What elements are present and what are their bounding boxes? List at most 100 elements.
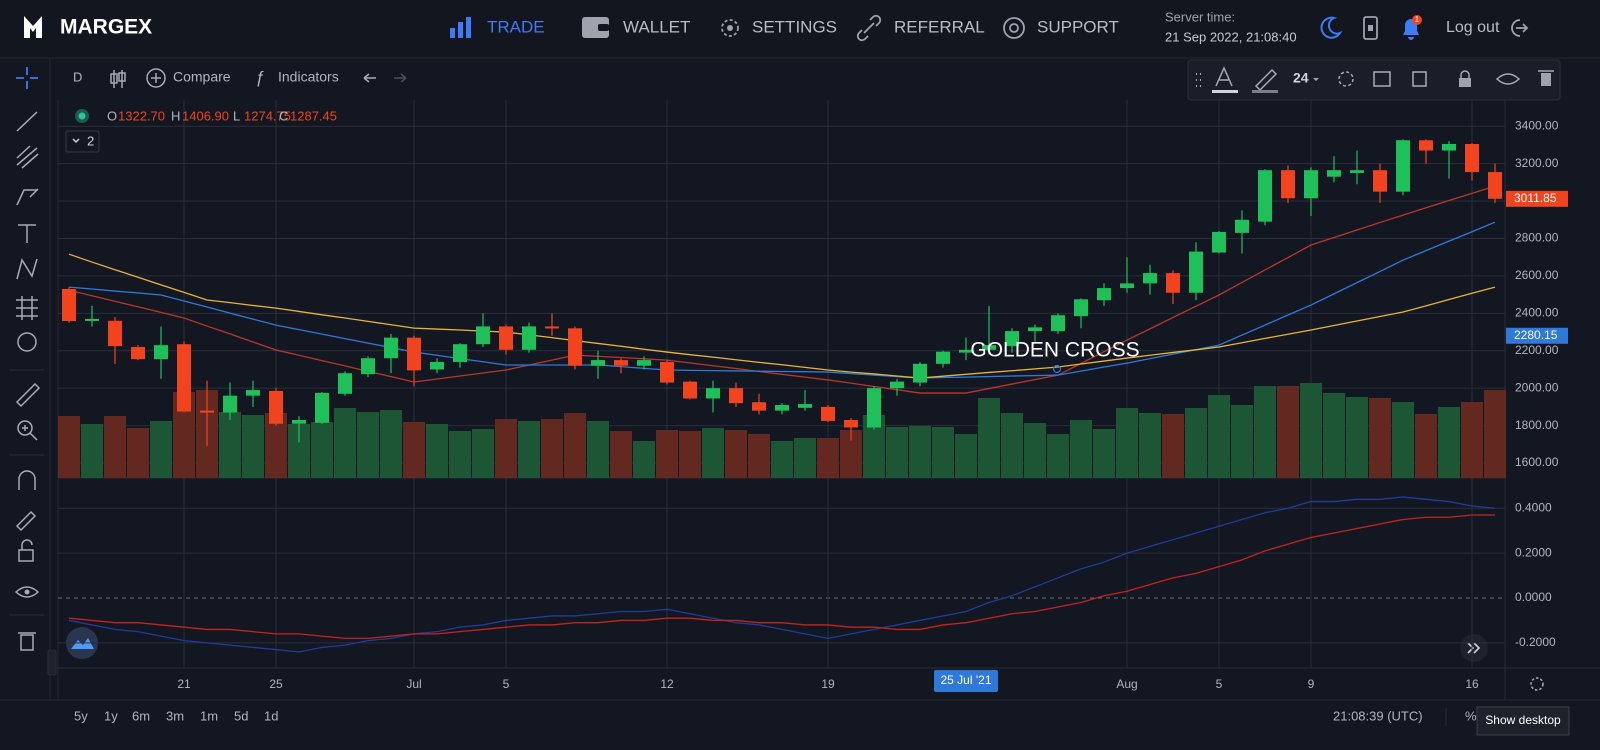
candle-body [338,373,352,394]
redo[interactable] [394,73,407,83]
crosshair-tool[interactable] [16,67,38,89]
candle-body [568,328,582,366]
interval[interactable]: D [73,69,82,84]
volume-bar [702,428,724,478]
nav-item[interactable]: SUPPORT [1037,17,1119,36]
volume-bar [725,430,747,478]
range[interactable]: 6m [132,708,150,723]
icon-part [110,73,118,84]
candle-body [867,388,881,428]
candle-body [591,360,605,366]
trade-icon[interactable] [450,17,471,38]
brush-tool[interactable] [16,188,39,206]
candle-body [1350,170,1364,173]
settings-icon[interactable] [721,19,739,37]
zoom-tool[interactable] [17,420,33,436]
annotation-anchor [1052,364,1062,374]
remove-drawings[interactable] [20,634,34,651]
font-size[interactable]: 24 [1293,70,1309,86]
clone[interactable] [1412,71,1427,87]
volume-bar [748,434,770,478]
moving-average [68,221,1496,379]
candle-body [683,381,697,399]
indicator-toggle[interactable] [65,130,100,153]
range[interactable]: 1y [104,708,118,723]
logout[interactable]: Log out [1446,19,1500,36]
magnet-tool[interactable] [18,470,36,490]
ohlc-value: 1322.70 [118,108,165,123]
candle-body [752,402,766,411]
indicators-button[interactable]: Indicators [278,69,339,85]
range[interactable]: 5y [74,708,88,723]
y-tick-label: 2200.00 [1515,343,1559,357]
range[interactable]: 5d [234,708,248,723]
volume-bar [173,392,195,478]
axis-settings[interactable] [1530,677,1544,691]
volume-bar [288,424,310,478]
range[interactable]: 3m [166,708,184,723]
volume-bar [541,419,563,478]
crosshair-date-box [934,670,998,692]
y-tick-label: 3200.00 [1515,156,1559,170]
template[interactable] [1373,71,1391,87]
candle-body [1005,331,1019,347]
x-tick-label: 16 [1465,677,1479,691]
scroll-right-glyph [1467,642,1481,654]
referral-icon[interactable] [856,14,882,42]
undo[interactable] [363,73,376,83]
nav-item[interactable]: WALLET [623,17,690,36]
percent-toggle[interactable]: % [1465,708,1477,723]
mobile-icon[interactable] [1363,16,1378,40]
nav-item[interactable]: TRADE [487,17,545,36]
logout-icon[interactable] [1511,19,1529,37]
y-tick-label: 0.4000 [1515,500,1552,514]
volume-bar [679,431,701,478]
range[interactable]: 1d [264,708,278,723]
candle-body [430,361,444,370]
trend-line-tool[interactable] [16,111,38,132]
nav-item[interactable]: SETTINGS [752,17,837,36]
toolbar-handle[interactable] [1196,73,1201,87]
text-tool[interactable] [18,224,36,243]
candle-body [108,320,122,347]
nav-item[interactable]: REFERRAL [894,17,985,36]
volume-bar [656,430,678,478]
fib-tool[interactable] [16,145,39,169]
show-desktop-tooltip[interactable] [1476,706,1570,736]
candle-body [821,406,835,421]
volume-bar [1300,383,1322,478]
settings-icon-hub [727,25,733,31]
ohlc-key: O [107,108,117,123]
logo-text[interactable]: MARGEX [60,16,152,39]
candle-body [706,388,720,399]
wallet-icon[interactable] [582,17,609,38]
settings[interactable] [1338,71,1354,87]
line-color[interactable] [1254,68,1278,92]
range[interactable]: 1m [200,708,218,723]
dropdown-arrow [1313,78,1319,81]
chart-type-icon[interactable] [110,70,126,88]
compare-icon[interactable] [146,68,166,88]
collapse-toolbar[interactable] [47,649,57,676]
visibility[interactable] [1495,73,1521,85]
support-icon[interactable] [1003,17,1025,39]
compare-button[interactable]: Compare [173,69,231,85]
icon-tool[interactable] [17,332,37,352]
lock[interactable] [1459,78,1471,87]
unlock-all[interactable] [18,549,34,562]
theme-toggle[interactable] [1320,16,1343,39]
candle-body [775,405,789,411]
hide-drawings[interactable] [14,586,40,598]
volume-bar [932,427,954,478]
prediction-tool[interactable] [16,296,38,320]
measure-tool[interactable] [15,382,41,408]
text-color[interactable] [1215,66,1233,87]
top-nav [0,0,1600,58]
candle-body [1235,219,1249,233]
notification-badge [1412,15,1422,25]
volume-bar [472,429,494,478]
pattern-tool[interactable] [16,258,38,280]
indicators-icon[interactable]: ƒ [255,67,264,86]
lock-drawings[interactable] [15,510,37,532]
remove[interactable] [1541,73,1551,86]
